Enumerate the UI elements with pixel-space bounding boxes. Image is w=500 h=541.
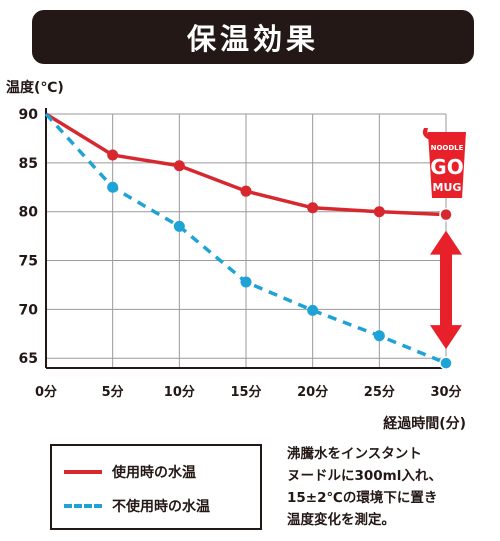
data-point [373, 206, 385, 218]
note-line: 15±2℃の環境下に置き [287, 490, 438, 506]
data-point [240, 185, 252, 197]
data-point [307, 202, 319, 214]
x-axis-label: 経過時間(分) [383, 415, 466, 432]
note-line: 温度変化を測定。 [287, 512, 395, 528]
x-tick-label: 20分 [297, 384, 328, 400]
legend-swatch-solid [64, 470, 102, 474]
y-axis-label: 温度(℃) [6, 79, 64, 96]
data-point [173, 220, 185, 232]
note-line: 沸騰水をインスタント [287, 446, 422, 462]
data-point [373, 330, 385, 342]
note-line: ヌードルに300ml入れ、 [287, 468, 443, 484]
y-tick-label: 65 [19, 351, 38, 367]
line-chart: 65 70 75 80 85 90 0分 5分 10分 15分 20分 25分 30分 温度(℃) 経過時間… [6, 79, 466, 432]
legend-item-unused: 不使用時の水温 [64, 496, 210, 516]
y-tick-label: 90 [19, 107, 39, 123]
difference-arrow [430, 230, 462, 350]
x-tick-label: 10分 [164, 384, 195, 400]
legend-label: 使用時の水温 [112, 465, 196, 481]
mug-body-icon [428, 132, 466, 198]
y-tick-label: 75 [19, 254, 38, 270]
mug-handle-icon [422, 128, 430, 140]
x-tick-label: 15分 [230, 384, 261, 400]
y-tick-label: 85 [19, 156, 38, 172]
chart-title: 保温効果 [186, 22, 319, 56]
logo-text: NOODLE [431, 144, 464, 152]
data-point [240, 276, 252, 288]
y-tick-label: 70 [19, 302, 39, 318]
legend-swatch-dashed [64, 504, 102, 508]
measurement-note: 沸騰水をインスタント ヌードルに300ml入れ、 15±2℃の環境下に置き 温度… [287, 443, 492, 531]
data-point [439, 207, 453, 222]
x-tick-label: 5分 [102, 384, 124, 400]
legend-item-used: 使用時の水温 [64, 462, 196, 482]
data-point [107, 149, 119, 161]
legend: 使用時の水温 不使用時の水温 [50, 444, 262, 530]
x-tick-label: 0分 [35, 384, 57, 400]
logo-text: MUG [433, 181, 462, 194]
title-bar: 保温効果 [32, 10, 474, 64]
data-point [307, 304, 319, 316]
x-tick-label: 30分 [430, 384, 461, 400]
data-point [173, 160, 185, 172]
y-tick-label: 80 [19, 205, 39, 221]
data-point [439, 356, 453, 370]
legend-label: 不使用時の水温 [112, 499, 210, 515]
mug-logo-icon: NOODLE GO MUG [422, 128, 466, 198]
x-tick-label: 25分 [364, 384, 395, 400]
data-point [107, 181, 119, 193]
logo-text: GO [430, 155, 463, 179]
